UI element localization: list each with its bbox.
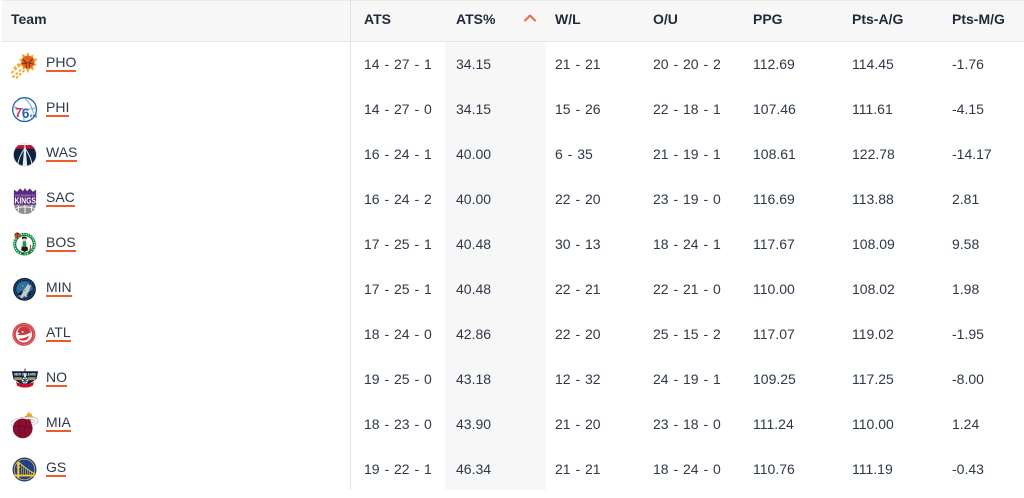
svg-text:ers: ers [30,114,38,120]
svg-text:7: 7 [15,106,22,120]
svg-text:6: 6 [22,106,30,121]
svg-text:KINGS: KINGS [15,197,36,206]
svg-text:SACRAMENTO: SACRAMENTO [15,194,36,197]
